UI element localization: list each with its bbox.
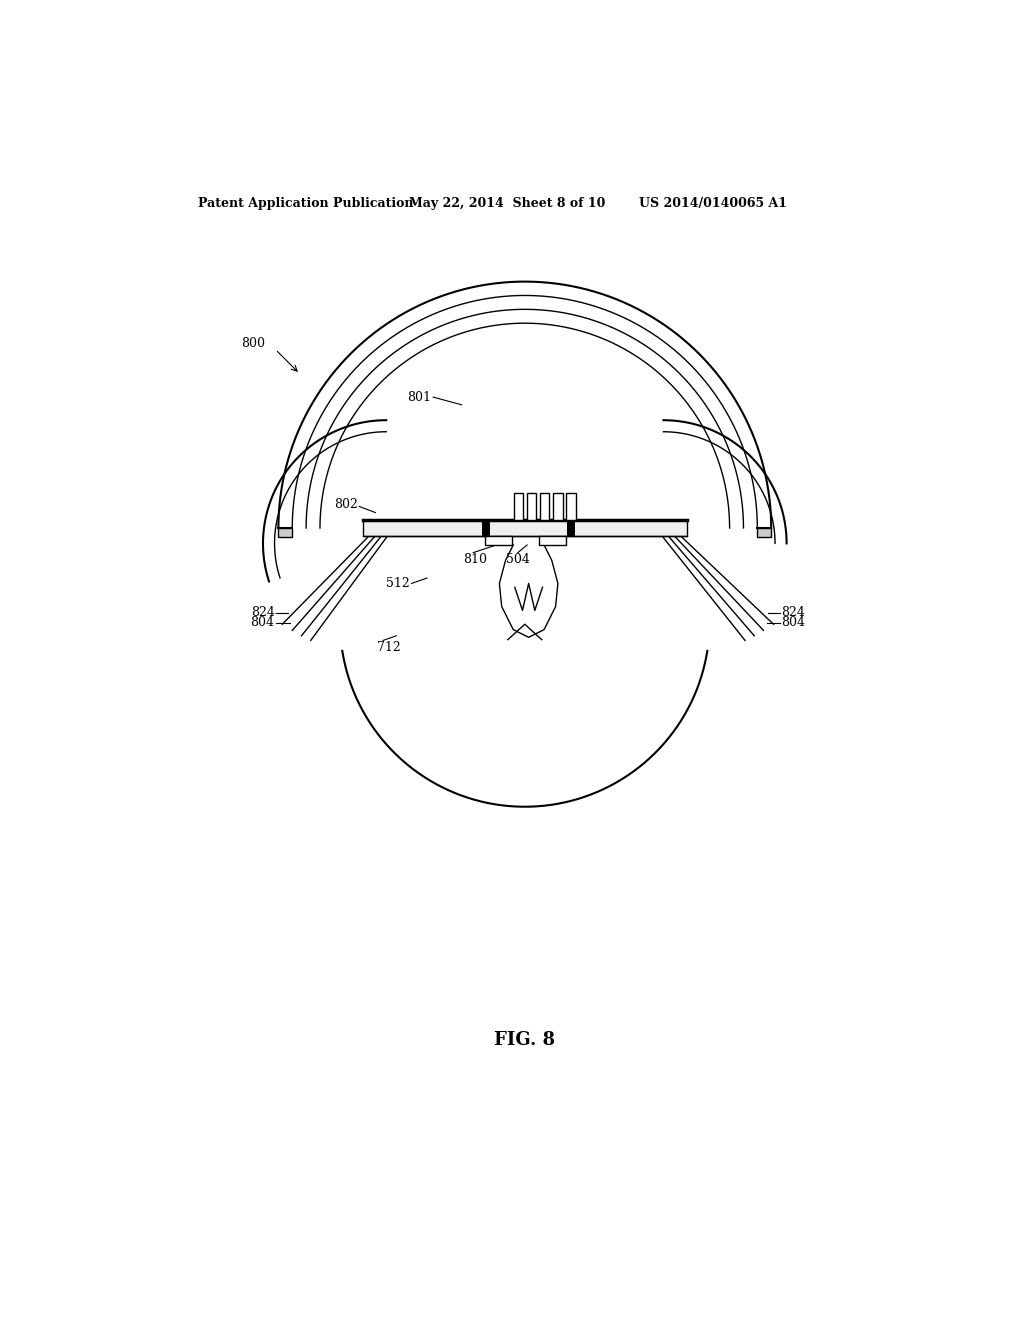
Text: 712: 712	[377, 642, 400, 655]
Bar	[514, 494, 523, 520]
Bar	[484, 536, 512, 545]
Text: 804: 804	[251, 616, 274, 630]
Text: 512: 512	[386, 577, 410, 590]
Text: US 2014/0140065 A1: US 2014/0140065 A1	[639, 197, 786, 210]
Bar	[539, 536, 565, 545]
Bar	[527, 494, 537, 520]
Text: 804: 804	[781, 616, 805, 630]
Text: Patent Application Publication: Patent Application Publication	[199, 197, 414, 210]
Text: 810: 810	[463, 553, 487, 566]
Bar	[758, 528, 771, 537]
Text: May 22, 2014  Sheet 8 of 10: May 22, 2014 Sheet 8 of 10	[410, 197, 605, 210]
Text: 824: 824	[251, 606, 274, 619]
Text: 802: 802	[334, 499, 357, 511]
Text: 504: 504	[506, 553, 530, 566]
Bar	[482, 520, 490, 536]
Bar	[279, 528, 292, 537]
Text: 801: 801	[407, 391, 431, 404]
Bar	[364, 520, 686, 536]
Text: 824: 824	[781, 606, 805, 619]
Text: FIG. 8: FIG. 8	[495, 1031, 555, 1049]
Bar	[567, 520, 574, 536]
Bar	[553, 494, 562, 520]
Bar	[541, 494, 550, 520]
Text: 800: 800	[242, 337, 265, 350]
Bar	[566, 494, 575, 520]
